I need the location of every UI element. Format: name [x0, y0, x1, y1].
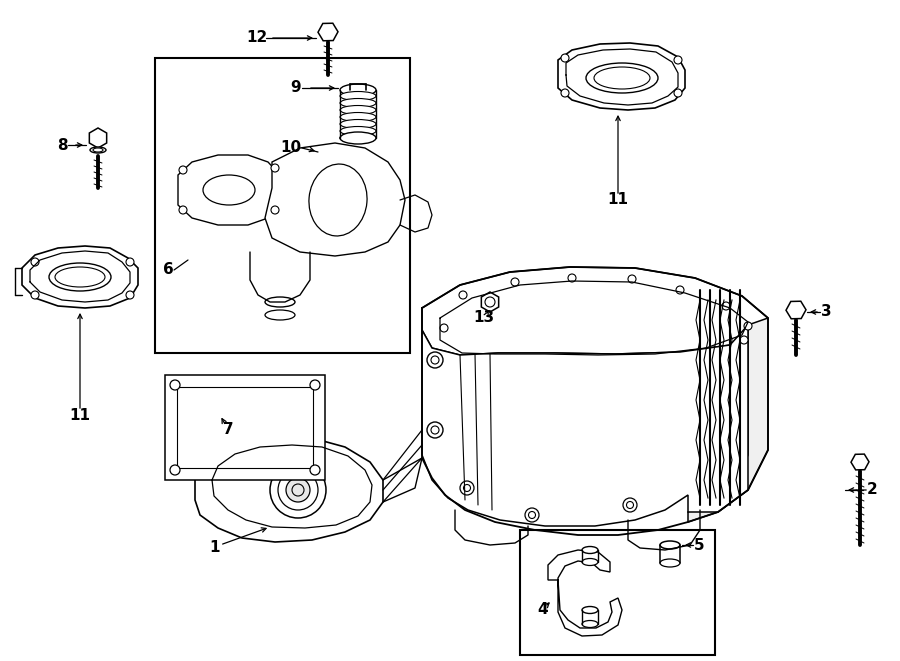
- Ellipse shape: [340, 132, 376, 144]
- Ellipse shape: [582, 559, 598, 566]
- Ellipse shape: [340, 112, 376, 122]
- Ellipse shape: [340, 134, 376, 143]
- Circle shape: [179, 206, 187, 214]
- Polygon shape: [265, 143, 405, 256]
- Ellipse shape: [340, 84, 376, 96]
- Polygon shape: [22, 246, 138, 308]
- Circle shape: [525, 508, 539, 522]
- Circle shape: [31, 291, 39, 299]
- Ellipse shape: [320, 147, 370, 163]
- Bar: [165, 375, 325, 480]
- Polygon shape: [422, 267, 768, 355]
- Circle shape: [744, 322, 752, 330]
- Text: 3: 3: [821, 305, 832, 319]
- Ellipse shape: [340, 126, 376, 136]
- Circle shape: [561, 54, 569, 62]
- Polygon shape: [178, 155, 280, 225]
- Circle shape: [674, 56, 682, 64]
- Text: 11: 11: [69, 407, 91, 422]
- Circle shape: [310, 380, 320, 390]
- Text: 6: 6: [163, 262, 174, 278]
- Circle shape: [271, 164, 279, 172]
- Ellipse shape: [340, 106, 376, 114]
- Circle shape: [310, 465, 320, 475]
- Ellipse shape: [309, 164, 367, 236]
- Circle shape: [31, 258, 39, 266]
- Circle shape: [440, 324, 448, 332]
- Circle shape: [674, 89, 682, 97]
- Text: 12: 12: [247, 30, 267, 46]
- Circle shape: [460, 481, 474, 495]
- Ellipse shape: [203, 175, 255, 205]
- Circle shape: [511, 278, 519, 286]
- Ellipse shape: [586, 63, 658, 93]
- Circle shape: [568, 274, 576, 282]
- Polygon shape: [195, 437, 383, 542]
- Ellipse shape: [265, 297, 295, 307]
- Circle shape: [170, 380, 180, 390]
- Text: 5: 5: [694, 537, 705, 553]
- Circle shape: [270, 462, 326, 518]
- Circle shape: [271, 206, 279, 214]
- Text: 11: 11: [608, 192, 628, 208]
- Ellipse shape: [582, 547, 598, 553]
- Ellipse shape: [340, 91, 376, 100]
- Circle shape: [170, 465, 180, 475]
- Circle shape: [623, 498, 637, 512]
- Polygon shape: [422, 325, 748, 526]
- Circle shape: [427, 422, 443, 438]
- Text: 9: 9: [291, 81, 302, 95]
- Text: 7: 7: [222, 422, 233, 438]
- Circle shape: [628, 275, 636, 283]
- Text: 10: 10: [281, 141, 302, 155]
- Circle shape: [126, 258, 134, 266]
- Text: 8: 8: [57, 137, 68, 153]
- Ellipse shape: [660, 541, 680, 549]
- Polygon shape: [688, 318, 768, 522]
- Ellipse shape: [340, 120, 376, 128]
- Bar: [177, 387, 313, 468]
- Ellipse shape: [327, 150, 363, 160]
- Text: 2: 2: [867, 483, 877, 498]
- Ellipse shape: [660, 559, 680, 567]
- Circle shape: [278, 470, 318, 510]
- Polygon shape: [548, 550, 622, 636]
- Text: 4: 4: [537, 602, 548, 617]
- Circle shape: [286, 478, 310, 502]
- Ellipse shape: [340, 98, 376, 108]
- Circle shape: [459, 291, 467, 299]
- Ellipse shape: [90, 147, 106, 153]
- Circle shape: [676, 286, 684, 294]
- Circle shape: [722, 302, 730, 310]
- Circle shape: [126, 291, 134, 299]
- Polygon shape: [558, 43, 685, 110]
- Ellipse shape: [582, 607, 598, 613]
- Circle shape: [427, 352, 443, 368]
- Text: 13: 13: [473, 311, 495, 325]
- Bar: [155, 58, 410, 353]
- Circle shape: [561, 89, 569, 97]
- Bar: [520, 530, 715, 655]
- Circle shape: [179, 166, 187, 174]
- Ellipse shape: [49, 263, 111, 291]
- Text: 1: 1: [210, 541, 220, 555]
- Circle shape: [740, 336, 748, 344]
- Ellipse shape: [582, 621, 598, 627]
